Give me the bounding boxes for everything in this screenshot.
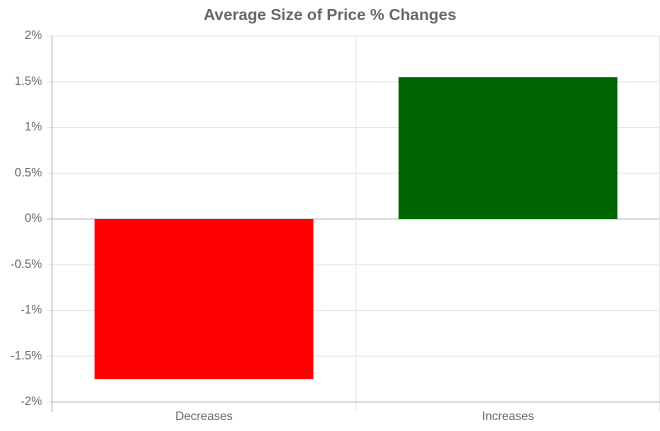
y-tick-label: -2%	[21, 394, 43, 408]
y-tick-label: 0%	[25, 211, 43, 225]
bar	[94, 219, 314, 380]
y-tick-label: 2%	[25, 28, 43, 42]
x-tick-label: Increases	[482, 409, 534, 423]
chart-title: Average Size of Price % Changes	[204, 7, 457, 24]
bar	[398, 77, 618, 219]
x-tick-label: Decreases	[175, 409, 232, 423]
y-tick-label: -1%	[21, 303, 43, 317]
y-tick-label: -1.5%	[11, 348, 43, 362]
y-tick-label: -0.5%	[11, 257, 43, 271]
y-tick-label: 1.5%	[15, 74, 43, 88]
y-tick-label: 0.5%	[15, 165, 43, 179]
y-tick-label: 1%	[25, 120, 43, 134]
